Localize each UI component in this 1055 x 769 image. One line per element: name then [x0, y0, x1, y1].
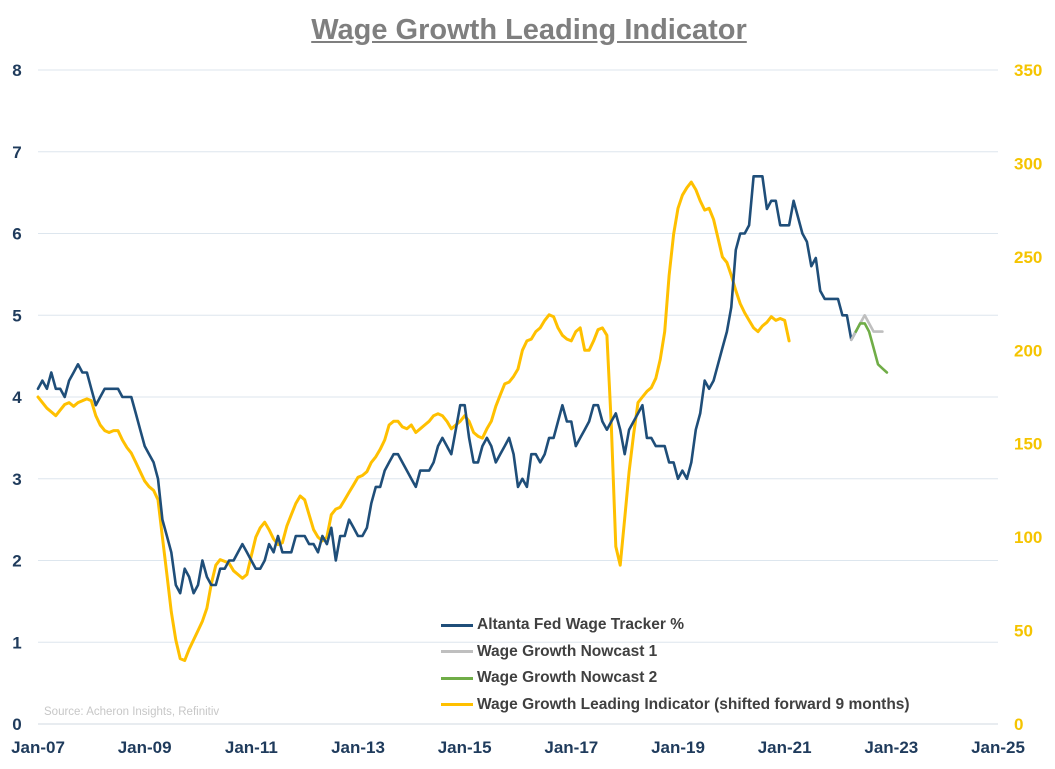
y-left-tick-label: 0	[12, 715, 21, 734]
legend-label: Wage Growth Leading Indicator (shifted f…	[477, 695, 910, 713]
x-tick-label: Jan-13	[331, 738, 385, 757]
x-tick-label: Jan-25	[971, 738, 1025, 757]
x-tick-label: Jan-23	[864, 738, 918, 757]
chart-title: Wage Growth Leading Indicator	[311, 14, 747, 46]
legend-item-nowcast-2: Wage Growth Nowcast 2	[441, 665, 910, 692]
series-line-0	[36, 175, 858, 595]
y-left-tick-label: 4	[12, 388, 22, 407]
y-left-tick-label: 2	[12, 552, 21, 571]
y-right-tick-label: 200	[1014, 341, 1042, 360]
y-left-tick-label: 5	[12, 306, 21, 325]
y-right-tick-label: 250	[1014, 248, 1042, 267]
y-left-tick-label: 1	[12, 633, 21, 652]
y-right-tick-label: 150	[1014, 435, 1042, 454]
y-right-tick-label: 300	[1014, 154, 1042, 173]
y-right-tick-label: 350	[1014, 61, 1042, 80]
x-tick-label: Jan-17	[544, 738, 598, 757]
legend-swatch	[441, 703, 473, 707]
y-right-tick-label: 100	[1014, 528, 1042, 547]
y-right-tick-label: 0	[1014, 715, 1023, 734]
legend-swatch	[441, 650, 473, 654]
y-left-tick-label: 7	[12, 143, 21, 162]
legend-swatch	[441, 623, 473, 627]
y-left-tick-label: 3	[12, 470, 21, 489]
legend-label: Wage Growth Nowcast 2	[477, 669, 658, 687]
x-tick-label: Jan-19	[651, 738, 705, 757]
legend-item-leading-indicator: Wage Growth Leading Indicator (shifted f…	[441, 692, 910, 719]
x-tick-label: Jan-07	[11, 738, 65, 757]
x-tick-label: Jan-11	[225, 738, 278, 757]
series-line-2	[854, 322, 889, 374]
x-tick-label: Jan-21	[758, 738, 812, 757]
x-tick-label: Jan-15	[438, 738, 492, 757]
legend-item-atlanta-fed: Altanta Fed Wage Tracker %	[441, 612, 910, 639]
legend-label: Altanta Fed Wage Tracker %	[477, 616, 685, 634]
legend-swatch	[441, 676, 473, 680]
y-right-tick-label: 50	[1014, 622, 1033, 641]
legend-item-nowcast-1: Wage Growth Nowcast 1	[441, 639, 910, 666]
source-note: Source: Acheron Insights, Refinitiv	[44, 706, 220, 718]
y-left-tick-label: 8	[12, 61, 21, 80]
legend-label: Wage Growth Nowcast 1	[477, 642, 658, 660]
series-line-3	[36, 180, 791, 662]
chart-legend: Altanta Fed Wage Tracker % Wage Growth N…	[441, 612, 910, 718]
y-left-tick-label: 6	[12, 225, 21, 244]
x-tick-label: Jan-09	[118, 738, 172, 757]
